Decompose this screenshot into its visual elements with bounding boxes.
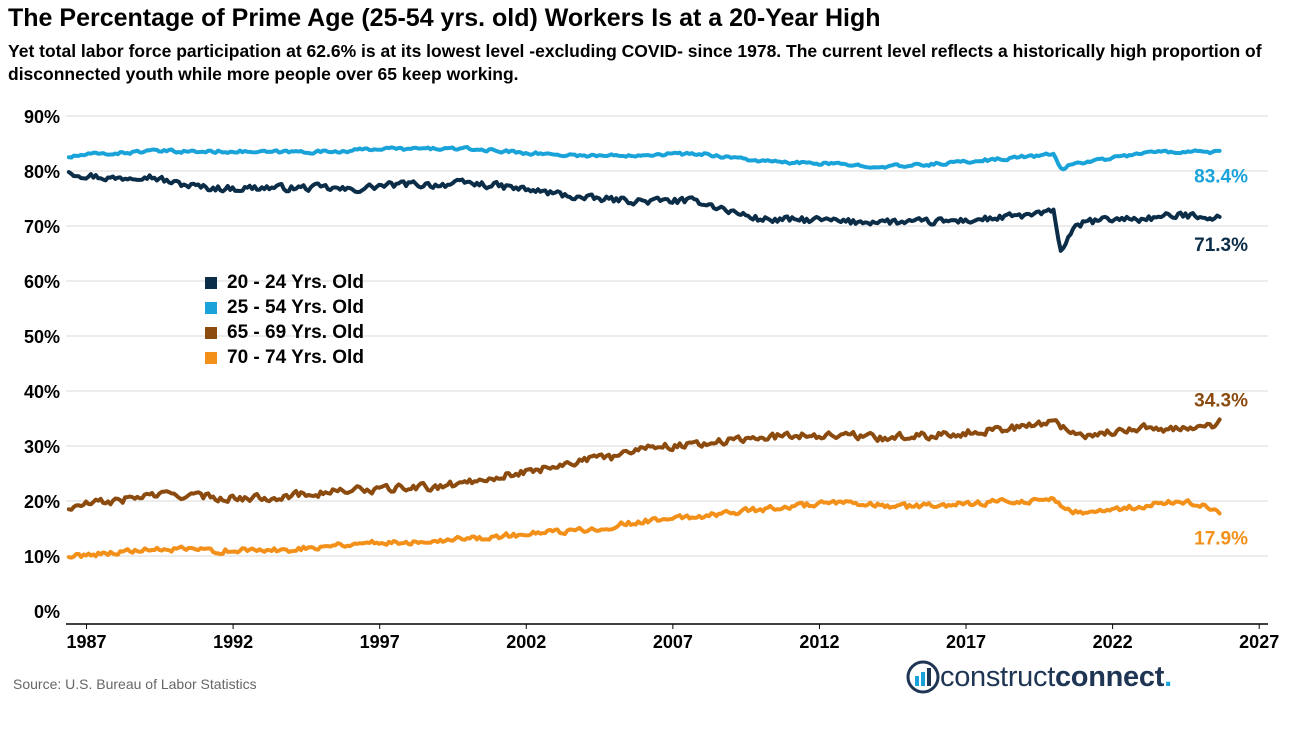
series-line-70-74 [66,496,1222,560]
y-tick-label: 20% [24,492,60,512]
end-label: 17.9% [1194,529,1248,550]
legend-swatch-25-54 [205,301,217,314]
end-label: 34.3% [1194,390,1248,411]
series-line-25-54 [66,145,1222,172]
legend-swatch-20-24 [205,276,217,289]
y-tick-label: 80% [24,162,60,182]
x-tick-label: 2007 [653,632,693,652]
series-line-65-69 [66,417,1222,512]
x-tick-label: 2017 [946,632,986,652]
end-label: 83.4% [1194,166,1248,187]
y-tick-label: 40% [24,382,60,402]
chart-subtitle: Yet total labor force participation at 6… [8,41,1262,84]
y-axis-ticks: 0% 10% 20% 30% 40% 50% 60% 70% 80% 90% [24,107,60,622]
y-tick-label: 30% [24,437,60,457]
legend-item-25-54: 25 - 54 Yrs. Old [205,295,364,320]
y-tick-label: 60% [24,272,60,292]
building-bars-icon [906,660,940,694]
x-tick-label: 2022 [1093,632,1133,652]
legend-label-25-54: 25 - 54 Yrs. Old [227,296,364,318]
chart-title: The Percentage of Prime Age (25-54 yrs. … [8,4,881,32]
source-note: Source: U.S. Bureau of Labor Statistics [13,676,257,692]
legend: 20 - 24 Yrs. Old 25 - 54 Yrs. Old 65 - 6… [205,270,364,370]
y-tick-label: 0% [34,602,60,622]
gridlines [66,115,1268,557]
legend-swatch-70-74 [205,351,217,364]
x-tick-label: 1997 [360,632,400,652]
x-tick-label: 2002 [506,632,546,652]
end-label: 71.3% [1194,235,1248,256]
x-tick-label: 2012 [799,632,839,652]
legend-item-65-69: 65 - 69 Yrs. Old [205,320,364,345]
legend-label-65-69: 65 - 69 Yrs. Old [227,321,364,343]
y-tick-label: 70% [24,217,60,237]
legend-item-20-24: 20 - 24 Yrs. Old [205,270,364,295]
series-line-20-24 [66,170,1222,253]
legend-item-70-74: 70 - 74 Yrs. Old [205,345,364,370]
line-chart: 0%10%20%30%40%50%60%70%80%90% 1987 1992 19… [24,107,1279,652]
y-tick-label: 90% [24,107,60,127]
series-lines [66,145,1222,560]
legend-label-70-74: 70 - 74 Yrs. Old [227,346,364,368]
x-tick-label: 2027 [1239,632,1279,652]
x-axis-ticks: 1987 1992 1997 2002 2007 2012 2017 2022 2027 [66,623,1279,652]
end-labels: 71.3% 83.4% 34.3% 17.9% [1194,166,1248,549]
y-tick-label: 10% [24,547,60,567]
legend-swatch-65-69 [205,326,217,339]
x-tick-label: 1987 [66,632,106,652]
logo-wordmark: constructconnect. [940,660,1172,693]
x-tick-label: 1992 [213,632,253,652]
legend-label-20-24: 20 - 24 Yrs. Old [227,271,364,293]
y-tick-label: 50% [24,327,60,347]
constructconnect-logo[interactable]: constructconnect. [906,660,1172,694]
